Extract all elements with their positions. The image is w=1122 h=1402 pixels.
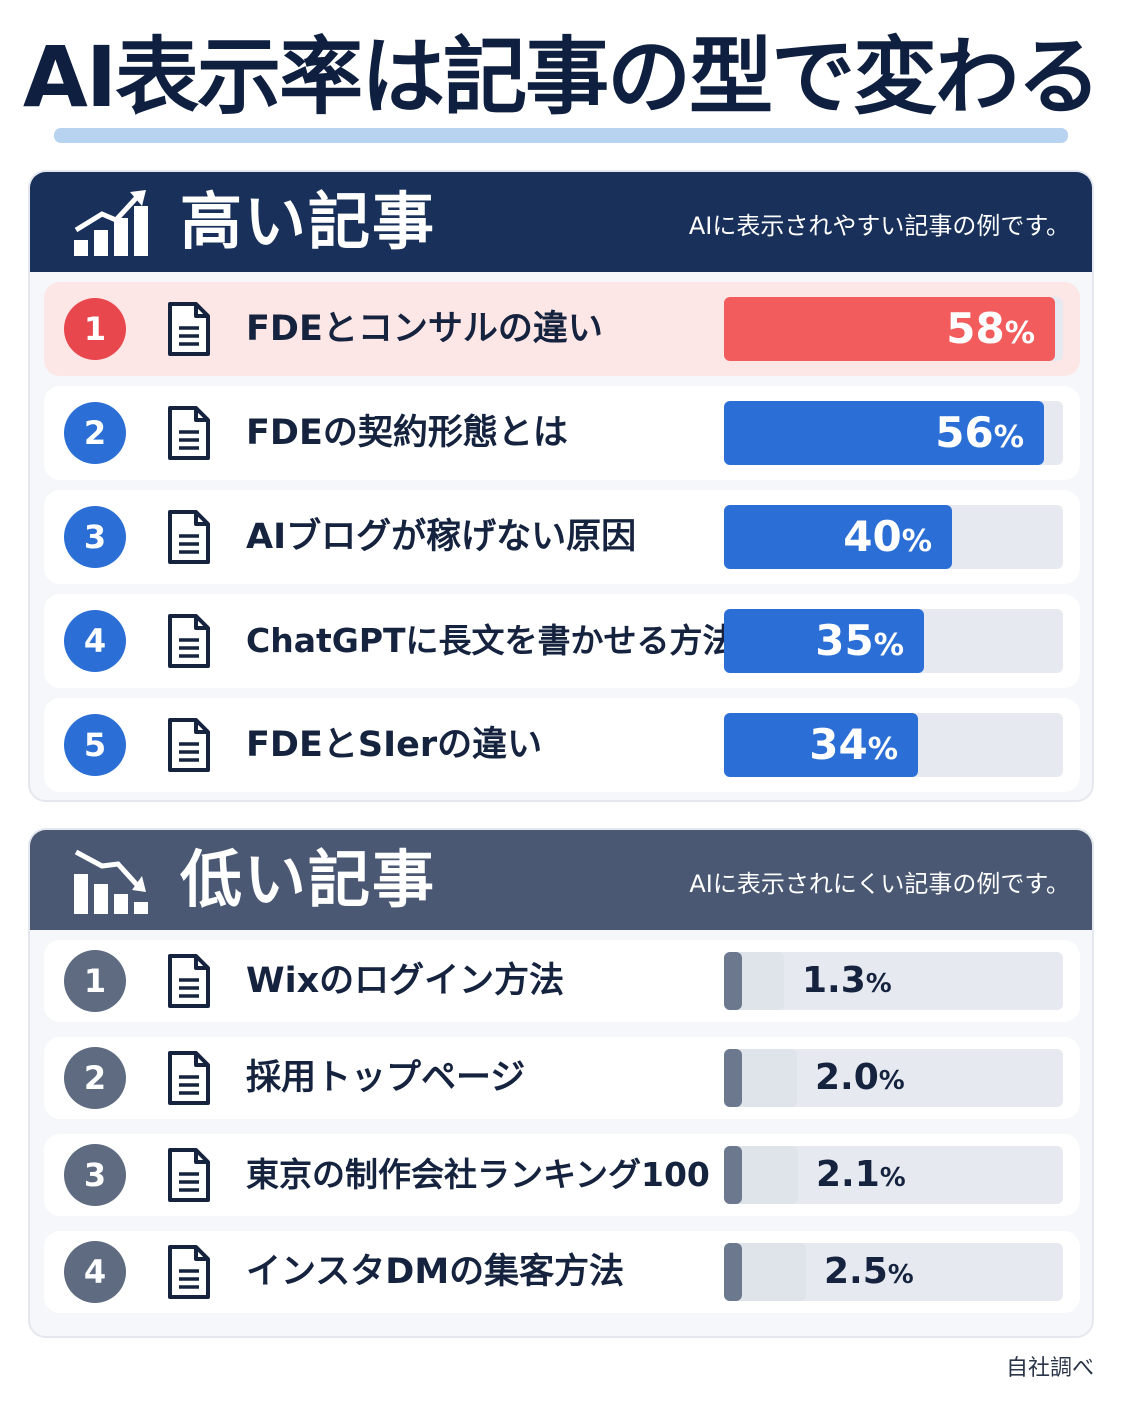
list-item: 3 AIブログが稼げない原因 40% (44, 490, 1080, 584)
article-title: FDEとコンサルの違い (246, 309, 603, 349)
low-card-title: 低い記事 (180, 843, 437, 916)
bar-marker (724, 1049, 742, 1107)
document-icon (168, 1051, 210, 1105)
bar (724, 505, 952, 569)
list-item: 4 ChatGPTに長文を書かせる方法 35% (44, 594, 1080, 688)
bar-marker (724, 952, 742, 1010)
value-label: 40% (843, 508, 932, 571)
value-label: 58% (946, 300, 1035, 363)
document-icon (168, 718, 210, 772)
article-title: FDEの契約形態とは (246, 413, 568, 453)
value-number: 56 (935, 408, 994, 457)
document-icon (168, 1148, 210, 1202)
bar-track: 58% (724, 297, 1063, 361)
document-icon (168, 510, 210, 564)
low-card-header: 低い記事 AIに表示されにくい記事の例です。 (30, 830, 1092, 930)
article-title: 東京の制作会社ランキング100 (246, 1155, 710, 1194)
rank-badge: 1 (64, 298, 126, 360)
rank-badge: 3 (64, 506, 126, 568)
value-unit: % (867, 732, 898, 767)
value-label: 34% (809, 716, 898, 779)
bar (724, 952, 784, 1010)
bar-track: 35% (724, 609, 1063, 673)
article-title: 採用トップページ (246, 1058, 526, 1098)
list-item: 1 Wixのログイン方法 1.3% (44, 940, 1080, 1022)
title-underline (54, 128, 1068, 143)
rank-badge: 2 (64, 402, 126, 464)
bar (724, 713, 918, 777)
value-unit: % (887, 1260, 914, 1290)
value-label: 1.3% (802, 952, 892, 1013)
rank-badge: 4 (64, 610, 126, 672)
value-number: 2.1 (816, 1154, 880, 1195)
value-number: 34 (809, 720, 868, 769)
high-card-title: 高い記事 (180, 185, 437, 258)
document-icon (168, 614, 210, 668)
bar (724, 1243, 806, 1301)
bar-track: 2.5% (724, 1243, 1063, 1301)
list-item: 3 東京の制作会社ランキング100 2.1% (44, 1134, 1080, 1216)
article-title: FDEとSIerの違い (246, 725, 543, 765)
document-icon (168, 1245, 210, 1299)
bar (724, 401, 1044, 465)
low-articles-card: 低い記事 AIに表示されにくい記事の例です。 1 Wixのログイン方法 1.3% 2 採… (28, 828, 1094, 1338)
list-item: 5 FDEとSIerの違い 34% (44, 698, 1080, 792)
rank-badge: 1 (64, 950, 126, 1012)
value-unit: % (901, 524, 932, 559)
value-label: 35% (815, 612, 904, 675)
rising-bar-chart-icon (74, 190, 148, 256)
low-card-subtitle: AIに表示されにくい記事の例です。 (689, 870, 1070, 898)
value-unit: % (878, 1066, 905, 1096)
high-articles-card: 高い記事 AIに表示されやすい記事の例です。 1 FDEとコンサルの違い 58% 2 F… (28, 170, 1094, 802)
rank-badge: 4 (64, 1241, 126, 1303)
article-title: ChatGPTに長文を書かせる方法 (246, 621, 736, 660)
value-label: 2.5% (824, 1243, 914, 1304)
bar-track: 1.3% (724, 952, 1063, 1010)
value-unit: % (993, 420, 1024, 455)
bar-marker (724, 1243, 742, 1301)
list-item: 2 FDEの契約形態とは 56% (44, 386, 1080, 480)
value-number: 2.5 (824, 1251, 888, 1292)
article-title: AIブログが稼げない原因 (246, 517, 637, 557)
value-number: 58 (946, 304, 1005, 353)
bar-track: 2.0% (724, 1049, 1063, 1107)
bar (724, 1146, 798, 1204)
rank-badge: 5 (64, 714, 126, 776)
bar-track: 40% (724, 505, 1063, 569)
bar (724, 1049, 797, 1107)
page-title: AI表示率は記事の型で変わる (22, 28, 1101, 126)
list-item: 2 採用トップページ 2.0% (44, 1037, 1080, 1119)
value-label: 2.0% (815, 1049, 905, 1110)
value-unit: % (1004, 316, 1035, 351)
value-unit: % (865, 969, 892, 999)
value-number: 2.0 (815, 1057, 879, 1098)
bar (724, 297, 1055, 361)
bar-track: 34% (724, 713, 1063, 777)
bar-track: 56% (724, 401, 1063, 465)
bar-marker (724, 1146, 742, 1204)
high-card-subtitle: AIに表示されやすい記事の例です。 (688, 212, 1070, 240)
document-icon (168, 302, 210, 356)
value-label: 2.1% (816, 1146, 906, 1207)
value-unit: % (879, 1163, 906, 1193)
article-title: インスタDMの集客方法 (246, 1252, 625, 1292)
article-title: Wixのログイン方法 (246, 961, 565, 1001)
value-number: 1.3 (802, 960, 866, 1001)
bar-track: 2.1% (724, 1146, 1063, 1204)
value-number: 35 (815, 616, 874, 665)
falling-bar-chart-icon (74, 849, 148, 914)
list-item: 4 インスタDMの集客方法 2.5% (44, 1231, 1080, 1313)
bar (724, 609, 924, 673)
value-label: 56% (935, 404, 1024, 467)
rank-badge: 2 (64, 1047, 126, 1109)
high-card-header: 高い記事 AIに表示されやすい記事の例です。 (30, 172, 1092, 272)
value-unit: % (873, 628, 904, 663)
list-item: 1 FDEとコンサルの違い 58% (44, 282, 1080, 376)
rank-badge: 3 (64, 1144, 126, 1206)
document-icon (168, 406, 210, 460)
value-number: 40 (843, 512, 902, 561)
source-note: 自社調べ (1005, 1356, 1094, 1381)
document-icon (168, 954, 210, 1008)
